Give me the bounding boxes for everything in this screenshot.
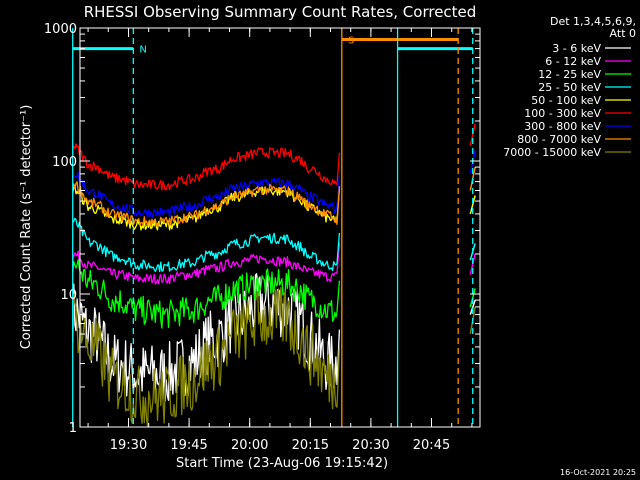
y-tick-label: 10 <box>60 288 77 303</box>
x-tick-label: 20:15 <box>292 438 329 453</box>
series-tail <box>469 288 476 308</box>
legend-label: 100 - 300 keV <box>524 107 601 120</box>
event-annotation: S <box>348 35 354 46</box>
y-tick-label: 1 <box>69 421 77 436</box>
event-annotation: N <box>139 45 146 56</box>
legend-label: 7000 - 15000 keV <box>503 146 601 159</box>
series-line <box>72 217 341 273</box>
series-line <box>72 242 341 285</box>
legend-header: Att 0 <box>610 27 636 40</box>
legend-label: 6 - 12 keV <box>545 55 601 68</box>
series-line <box>72 143 341 191</box>
x-tick-label: 19:30 <box>110 438 147 453</box>
x-axis-label: Start Time (23-Aug-06 19:15:42) <box>176 456 388 471</box>
y-tick-label: 100 <box>52 155 77 170</box>
x-tick-label: 20:45 <box>413 438 450 453</box>
series-tail <box>469 195 476 215</box>
x-tick-label: 20:00 <box>231 438 268 453</box>
x-tick-label: 19:45 <box>170 438 207 453</box>
series-line <box>72 181 341 227</box>
y-axis-label: Corrected Count Rate (s⁻¹ detector⁻¹) <box>19 105 34 350</box>
legend-label: 50 - 100 keV <box>531 94 601 107</box>
series-tail <box>469 253 476 275</box>
legend-label: 3 - 6 keV <box>552 42 601 55</box>
series-line <box>72 286 341 428</box>
legend-header: Det 1,3,4,5,6,9, <box>550 15 636 28</box>
y-tick-label: 1000 <box>44 22 77 37</box>
event-lines: NS <box>72 28 474 427</box>
legend-label: 25 - 50 keV <box>538 81 601 94</box>
series-line <box>72 259 341 329</box>
x-tick-label: 20:30 <box>352 438 389 453</box>
series-tail <box>469 299 476 315</box>
legend-label: 300 - 800 keV <box>524 120 601 133</box>
series-tail <box>469 123 476 147</box>
chart-title: RHESSI Observing Summary Count Rates, Co… <box>84 3 477 21</box>
series-line <box>72 172 341 219</box>
data-layer <box>72 123 476 428</box>
legend-label: 12 - 25 keV <box>538 68 601 81</box>
axis-ticks: 1 10 100 1000 19:30 19:45 20:00 20:15 20:30 20:45 <box>44 22 480 453</box>
legend-label: 800 - 7000 keV <box>517 133 601 146</box>
footer-timestamp: 16-Oct-2021 20:25 <box>560 468 636 477</box>
plot-frame <box>79 27 481 428</box>
